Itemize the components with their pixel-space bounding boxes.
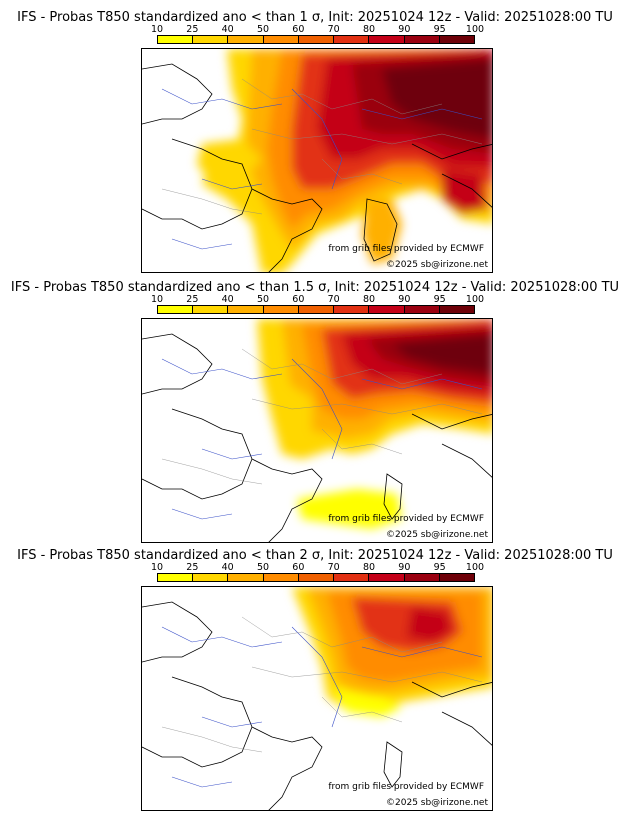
colorbar-tick-label: 25 [186, 562, 199, 573]
map-graphic [142, 587, 492, 810]
borders [161, 616, 483, 753]
colorbar-tick-label: 95 [433, 562, 446, 573]
colorbar-tick-label: 100 [465, 294, 485, 305]
colorbar-tick-label: 50 [256, 294, 270, 305]
colorbar-swatch [334, 306, 370, 313]
colorbar-swatch [369, 36, 405, 43]
colorbar-tick-label: 10 [150, 294, 164, 305]
colorbar-swatch [158, 306, 194, 313]
colorbar-swatch [404, 574, 440, 581]
probability-shading [257, 319, 492, 529]
colorbar-tick-label: 10 [150, 562, 164, 573]
colorbar-swatches [157, 35, 475, 44]
colorbar-swatch [369, 574, 405, 581]
colorbar-tick-label: 60 [292, 24, 305, 35]
colorbar-swatch [263, 36, 299, 43]
colorbar-tick-label: 90 [398, 24, 411, 35]
panel-title: IFS - Probas T850 standardized ano < tha… [10, 280, 620, 295]
colorbar-tick-label: 90 [398, 294, 411, 305]
colorbar-swatch [193, 36, 229, 43]
colorbar-swatches [157, 305, 475, 314]
colorbar-tick-label: 100 [465, 562, 485, 573]
colorbar-tick-label: 40 [221, 562, 234, 573]
colorbar-swatch [193, 574, 229, 581]
colorbar-tick-label: 80 [362, 294, 376, 305]
colorbar-swatch [228, 36, 264, 43]
colorbar-tick-label: 95 [433, 24, 446, 35]
colorbar-swatch [298, 574, 335, 581]
colorbar-tick-label: 50 [256, 562, 270, 573]
colorbar-tick-label: 80 [362, 24, 376, 35]
colorbar-tick-label: 60 [292, 562, 305, 573]
colorbar-swatch [158, 36, 194, 43]
colorbar-tick-label: 70 [327, 24, 340, 35]
colorbar-tick-label: 70 [327, 294, 340, 305]
colorbar-swatch [369, 306, 405, 313]
probability-colorbar: 10 25 40 50 60 70 80 90 95 100 [151, 562, 484, 588]
colorbar-swatch [193, 306, 229, 313]
copyright-notice: ©2025 sb@irizone.net [386, 530, 488, 540]
colorbar-tick-label: 90 [398, 562, 411, 573]
colorbar-swatch [263, 306, 299, 313]
probability-map: from grib files provided by ECMWF ©2025 … [141, 586, 493, 811]
colorbar-ticks: 10 25 40 50 60 70 80 90 95 100 [151, 294, 484, 306]
probability-shading [197, 49, 492, 272]
map-graphic [142, 319, 492, 542]
probability-map: from grib files provided by ECMWF ©2025 … [141, 318, 493, 543]
borders [161, 348, 483, 485]
colorbar-swatch [228, 306, 264, 313]
colorbar-swatch [298, 306, 335, 313]
forecast-panel-1: IFS - Probas T850 standardized ano < tha… [0, 10, 630, 280]
colorbar-tick-label: 25 [186, 294, 199, 305]
forecast-panel-2: IFS - Probas T850 standardized ano < tha… [0, 280, 630, 550]
colorbar-ticks: 10 25 40 50 60 70 80 90 95 100 [151, 562, 484, 574]
probability-colorbar: 10 25 40 50 60 70 80 90 95 100 [151, 24, 484, 50]
colorbar-swatch [439, 36, 474, 43]
probability-shading [292, 587, 492, 717]
colorbar-tick-label: 40 [221, 24, 234, 35]
forecast-panel-3: IFS - Probas T850 standardized ano < tha… [0, 548, 630, 818]
colorbar-swatch [158, 574, 194, 581]
colorbar-tick-label: 40 [221, 294, 234, 305]
colorbar-swatch [298, 36, 335, 43]
colorbar-ticks: 10 25 40 50 60 70 80 90 95 100 [151, 24, 484, 36]
source-credit: from grib files provided by ECMWF [328, 782, 484, 792]
colorbar-tick-label: 70 [327, 562, 340, 573]
colorbar-swatch [439, 306, 474, 313]
colorbar-tick-label: 25 [186, 24, 199, 35]
copyright-notice: ©2025 sb@irizone.net [386, 260, 488, 270]
panel-title: IFS - Probas T850 standardized ano < tha… [17, 548, 613, 563]
colorbar-tick-label: 100 [465, 24, 485, 35]
colorbar-swatches [157, 573, 475, 582]
probability-map: from grib files provided by ECMWF ©2025 … [141, 48, 493, 273]
colorbar-tick-label: 50 [256, 24, 270, 35]
colorbar-swatch [334, 36, 370, 43]
colorbar-swatch [404, 306, 440, 313]
map-graphic [142, 49, 492, 272]
colorbar-swatch [334, 574, 370, 581]
rivers [161, 88, 483, 250]
colorbar-tick-label: 80 [362, 562, 376, 573]
source-credit: from grib files provided by ECMWF [328, 244, 484, 254]
colorbar-tick-label: 60 [292, 294, 305, 305]
colorbar-swatch [439, 574, 474, 581]
source-credit: from grib files provided by ECMWF [328, 514, 484, 524]
colorbar-swatch [263, 574, 299, 581]
copyright-notice: ©2025 sb@irizone.net [386, 798, 488, 808]
probability-colorbar: 10 25 40 50 60 70 80 90 95 100 [151, 294, 484, 320]
colorbar-swatch [404, 36, 440, 43]
colorbar-tick-label: 10 [150, 24, 164, 35]
colorbar-tick-label: 95 [433, 294, 446, 305]
panel-title: IFS - Probas T850 standardized ano < tha… [17, 10, 613, 25]
borders [161, 78, 483, 215]
colorbar-swatch [228, 574, 264, 581]
